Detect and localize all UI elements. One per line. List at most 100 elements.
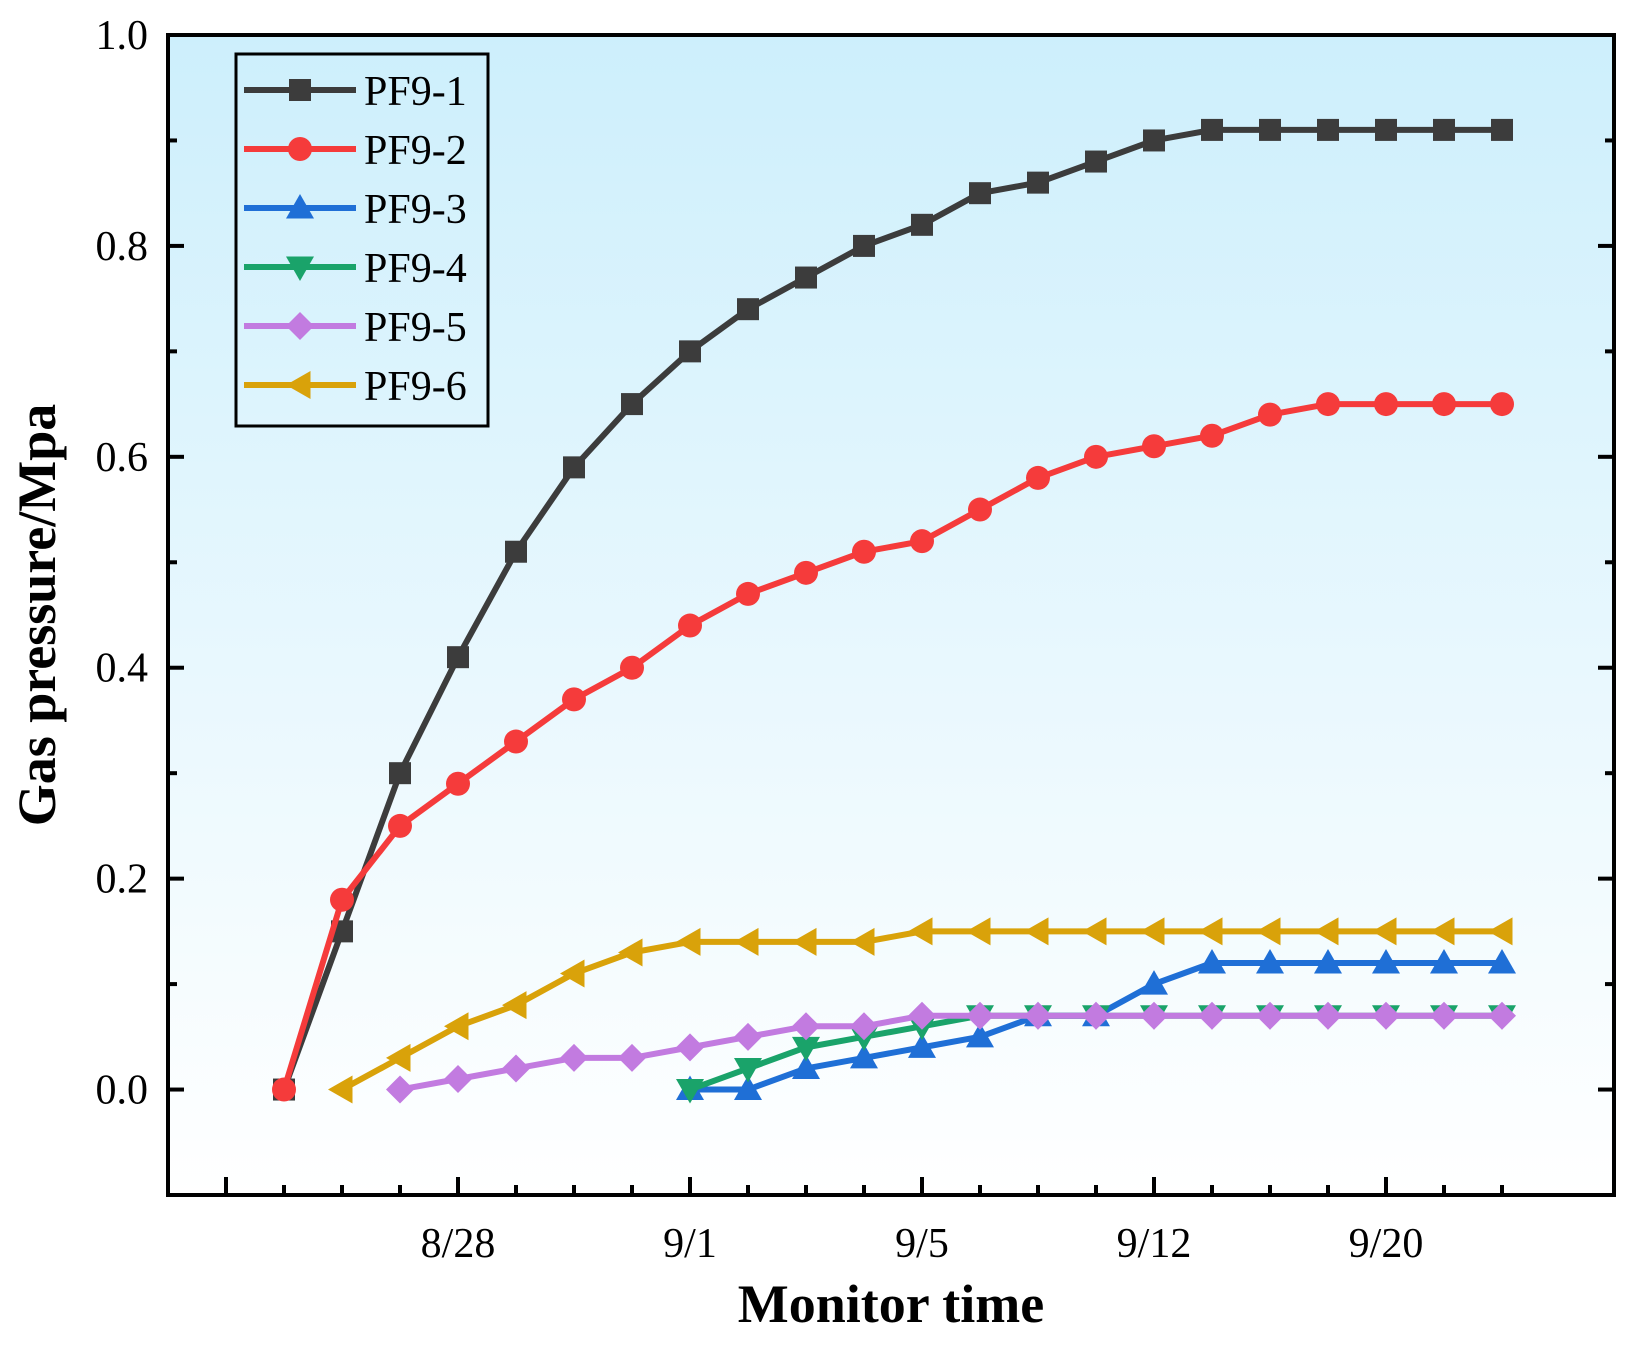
series-PF9-6 — [328, 917, 1513, 1104]
data-point — [1198, 1001, 1226, 1030]
data-point — [1024, 917, 1049, 946]
series-PF9-2 — [272, 392, 1514, 1102]
data-point — [1488, 949, 1516, 974]
data-point — [1488, 917, 1513, 946]
legend-label: PF9-2 — [364, 128, 467, 174]
data-point — [852, 539, 876, 564]
data-point — [502, 1054, 530, 1083]
data-point — [1084, 444, 1108, 469]
data-point — [1027, 171, 1049, 194]
legend-item: PF9-5 — [244, 305, 467, 351]
data-point — [792, 1054, 820, 1079]
legend-box — [234, 52, 490, 428]
data-point — [1372, 1001, 1400, 1030]
data-point — [1433, 118, 1455, 141]
data-point — [504, 729, 528, 754]
series-line — [281, 126, 1502, 1091]
axis-ticks: 0.0 0.2 0.4 0.6 0.8 1.0 8/28 9/1 9/5 9/12 9/20 — [96, 13, 1614, 1267]
data-point — [1201, 118, 1223, 141]
data-point — [737, 298, 759, 321]
legend-item: PF9-3 — [244, 187, 467, 233]
data-point — [1491, 118, 1513, 141]
legend-marker — [286, 371, 311, 399]
data-point — [676, 1079, 704, 1104]
plot-background — [168, 35, 1614, 1195]
x-tick-label: 9/20 — [1349, 1221, 1424, 1267]
x-tick-label: 8/28 — [421, 1221, 496, 1267]
legend-label: PF9-3 — [364, 187, 467, 233]
data-point — [1430, 917, 1455, 946]
data-point — [1200, 423, 1224, 448]
data-point — [1372, 917, 1397, 946]
data-point — [444, 1065, 472, 1093]
data-point — [908, 1033, 936, 1058]
data-point — [734, 927, 759, 956]
data-point — [1082, 917, 1107, 946]
data-point — [618, 938, 643, 967]
data-point — [620, 655, 644, 680]
legend-item: PF9-6 — [244, 364, 467, 410]
legend-item: PF9-4 — [244, 246, 467, 292]
data-point — [560, 1043, 588, 1072]
data-point — [330, 887, 354, 912]
data-point — [850, 1043, 878, 1069]
data-point — [328, 1075, 353, 1104]
data-point — [734, 1075, 762, 1101]
legend-marker — [286, 194, 314, 219]
legend-label: PF9-1 — [364, 69, 467, 115]
legend-marker — [286, 312, 314, 340]
data-point — [1140, 1001, 1168, 1030]
data-point — [1316, 392, 1340, 417]
legend-label: PF9-6 — [364, 364, 467, 410]
data-point — [853, 234, 875, 257]
data-point — [386, 1075, 414, 1104]
data-point — [968, 497, 992, 522]
data-point — [734, 1022, 762, 1051]
data-point — [792, 1036, 820, 1062]
data-point — [1374, 392, 1398, 417]
y-tick-label: 0.4 — [96, 646, 149, 692]
data-point — [676, 927, 701, 956]
data-point — [389, 762, 411, 785]
legend-label: PF9-5 — [364, 305, 467, 351]
data-point — [966, 1022, 994, 1048]
data-point — [1256, 917, 1281, 946]
data-point — [966, 917, 991, 946]
data-point — [447, 646, 469, 669]
y-tick-label: 0.6 — [96, 435, 149, 481]
data-point — [736, 581, 760, 606]
data-point — [618, 1043, 646, 1072]
y-tick-label: 1.0 — [96, 13, 149, 59]
data-point — [734, 1057, 762, 1083]
data-point — [676, 1033, 704, 1062]
series-PF9-5 — [386, 1001, 1516, 1104]
data-point — [1375, 118, 1397, 141]
data-point — [1198, 917, 1223, 946]
data-point — [795, 266, 817, 289]
data-point — [1317, 118, 1339, 141]
x-axis-title: Monitor time — [738, 1274, 1044, 1334]
series-layer — [272, 118, 1516, 1104]
legend-marker — [289, 79, 311, 101]
data-point — [908, 917, 933, 946]
data-point — [679, 340, 701, 363]
legend-item: PF9-2 — [244, 128, 467, 174]
data-point — [792, 1012, 820, 1041]
data-point — [1488, 1001, 1516, 1030]
data-point — [562, 687, 586, 712]
data-point — [1140, 917, 1165, 946]
data-point — [850, 1012, 878, 1041]
data-point — [1024, 1001, 1052, 1030]
legend-label: PF9-4 — [364, 246, 467, 292]
data-point — [505, 540, 527, 563]
data-point — [792, 927, 817, 956]
legend-item: PF9-1 — [244, 69, 467, 115]
data-point — [966, 1001, 994, 1030]
data-point — [794, 560, 818, 585]
legend: PF9-1 PF9-2 PF9-3 PF9-4 PF9-5 PF9-6 — [234, 52, 490, 428]
data-point — [911, 213, 933, 236]
data-point — [1314, 1001, 1342, 1030]
data-point — [1256, 1001, 1284, 1030]
data-point — [1082, 1001, 1110, 1030]
